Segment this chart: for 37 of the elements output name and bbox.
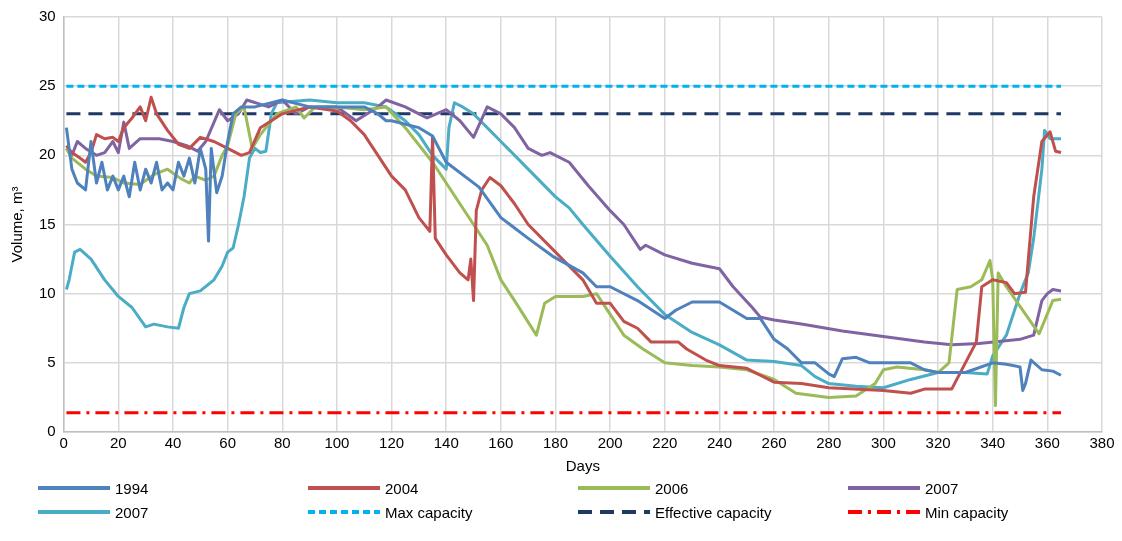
- x-tick-label: 320: [925, 434, 951, 452]
- y-tick-label: 10: [39, 283, 56, 301]
- x-tick-label: 180: [543, 434, 569, 452]
- y-tick-label: 30: [39, 7, 56, 25]
- y-tick-label: 0: [47, 422, 56, 440]
- legend-label: 1994: [115, 479, 149, 497]
- x-tick-label: 40: [164, 434, 182, 452]
- x-tick-label: 200: [597, 434, 623, 452]
- y-tick-label: 20: [39, 145, 56, 163]
- x-tick-label: 300: [870, 434, 896, 452]
- x-tick-label: 260: [761, 434, 787, 452]
- x-tick-label: 140: [433, 434, 459, 452]
- legend-label: 2007: [115, 503, 149, 521]
- legend-label: 2006: [655, 479, 689, 497]
- legend-label: 2007: [925, 479, 959, 497]
- y-axis-title: Volume, m³: [8, 186, 26, 263]
- x-tick-label: 340: [980, 434, 1006, 452]
- x-tick-label: 120: [379, 434, 405, 452]
- x-tick-label: 220: [652, 434, 678, 452]
- x-axis-title: Days: [565, 457, 600, 475]
- y-tick-label: 25: [39, 76, 56, 94]
- x-tick-label: 80: [273, 434, 291, 452]
- legend-label: Min capacity: [925, 503, 1009, 521]
- x-tick-label: 380: [1089, 434, 1115, 452]
- legend-label: 2004: [385, 479, 419, 497]
- legend-label: Effective capacity: [655, 503, 772, 521]
- x-tick-label: 0: [59, 434, 68, 452]
- x-tick-label: 20: [109, 434, 127, 452]
- x-tick-label: 240: [706, 434, 732, 452]
- x-tick-label: 360: [1034, 434, 1060, 452]
- x-tick-label: 100: [324, 434, 350, 452]
- x-tick-label: 280: [816, 434, 842, 452]
- y-tick-label: 15: [39, 214, 56, 232]
- y-tick-label: 5: [47, 352, 56, 370]
- x-tick-label: 60: [219, 434, 236, 452]
- legend-label: Max capacity: [385, 503, 473, 521]
- x-tick-label: 160: [488, 434, 514, 452]
